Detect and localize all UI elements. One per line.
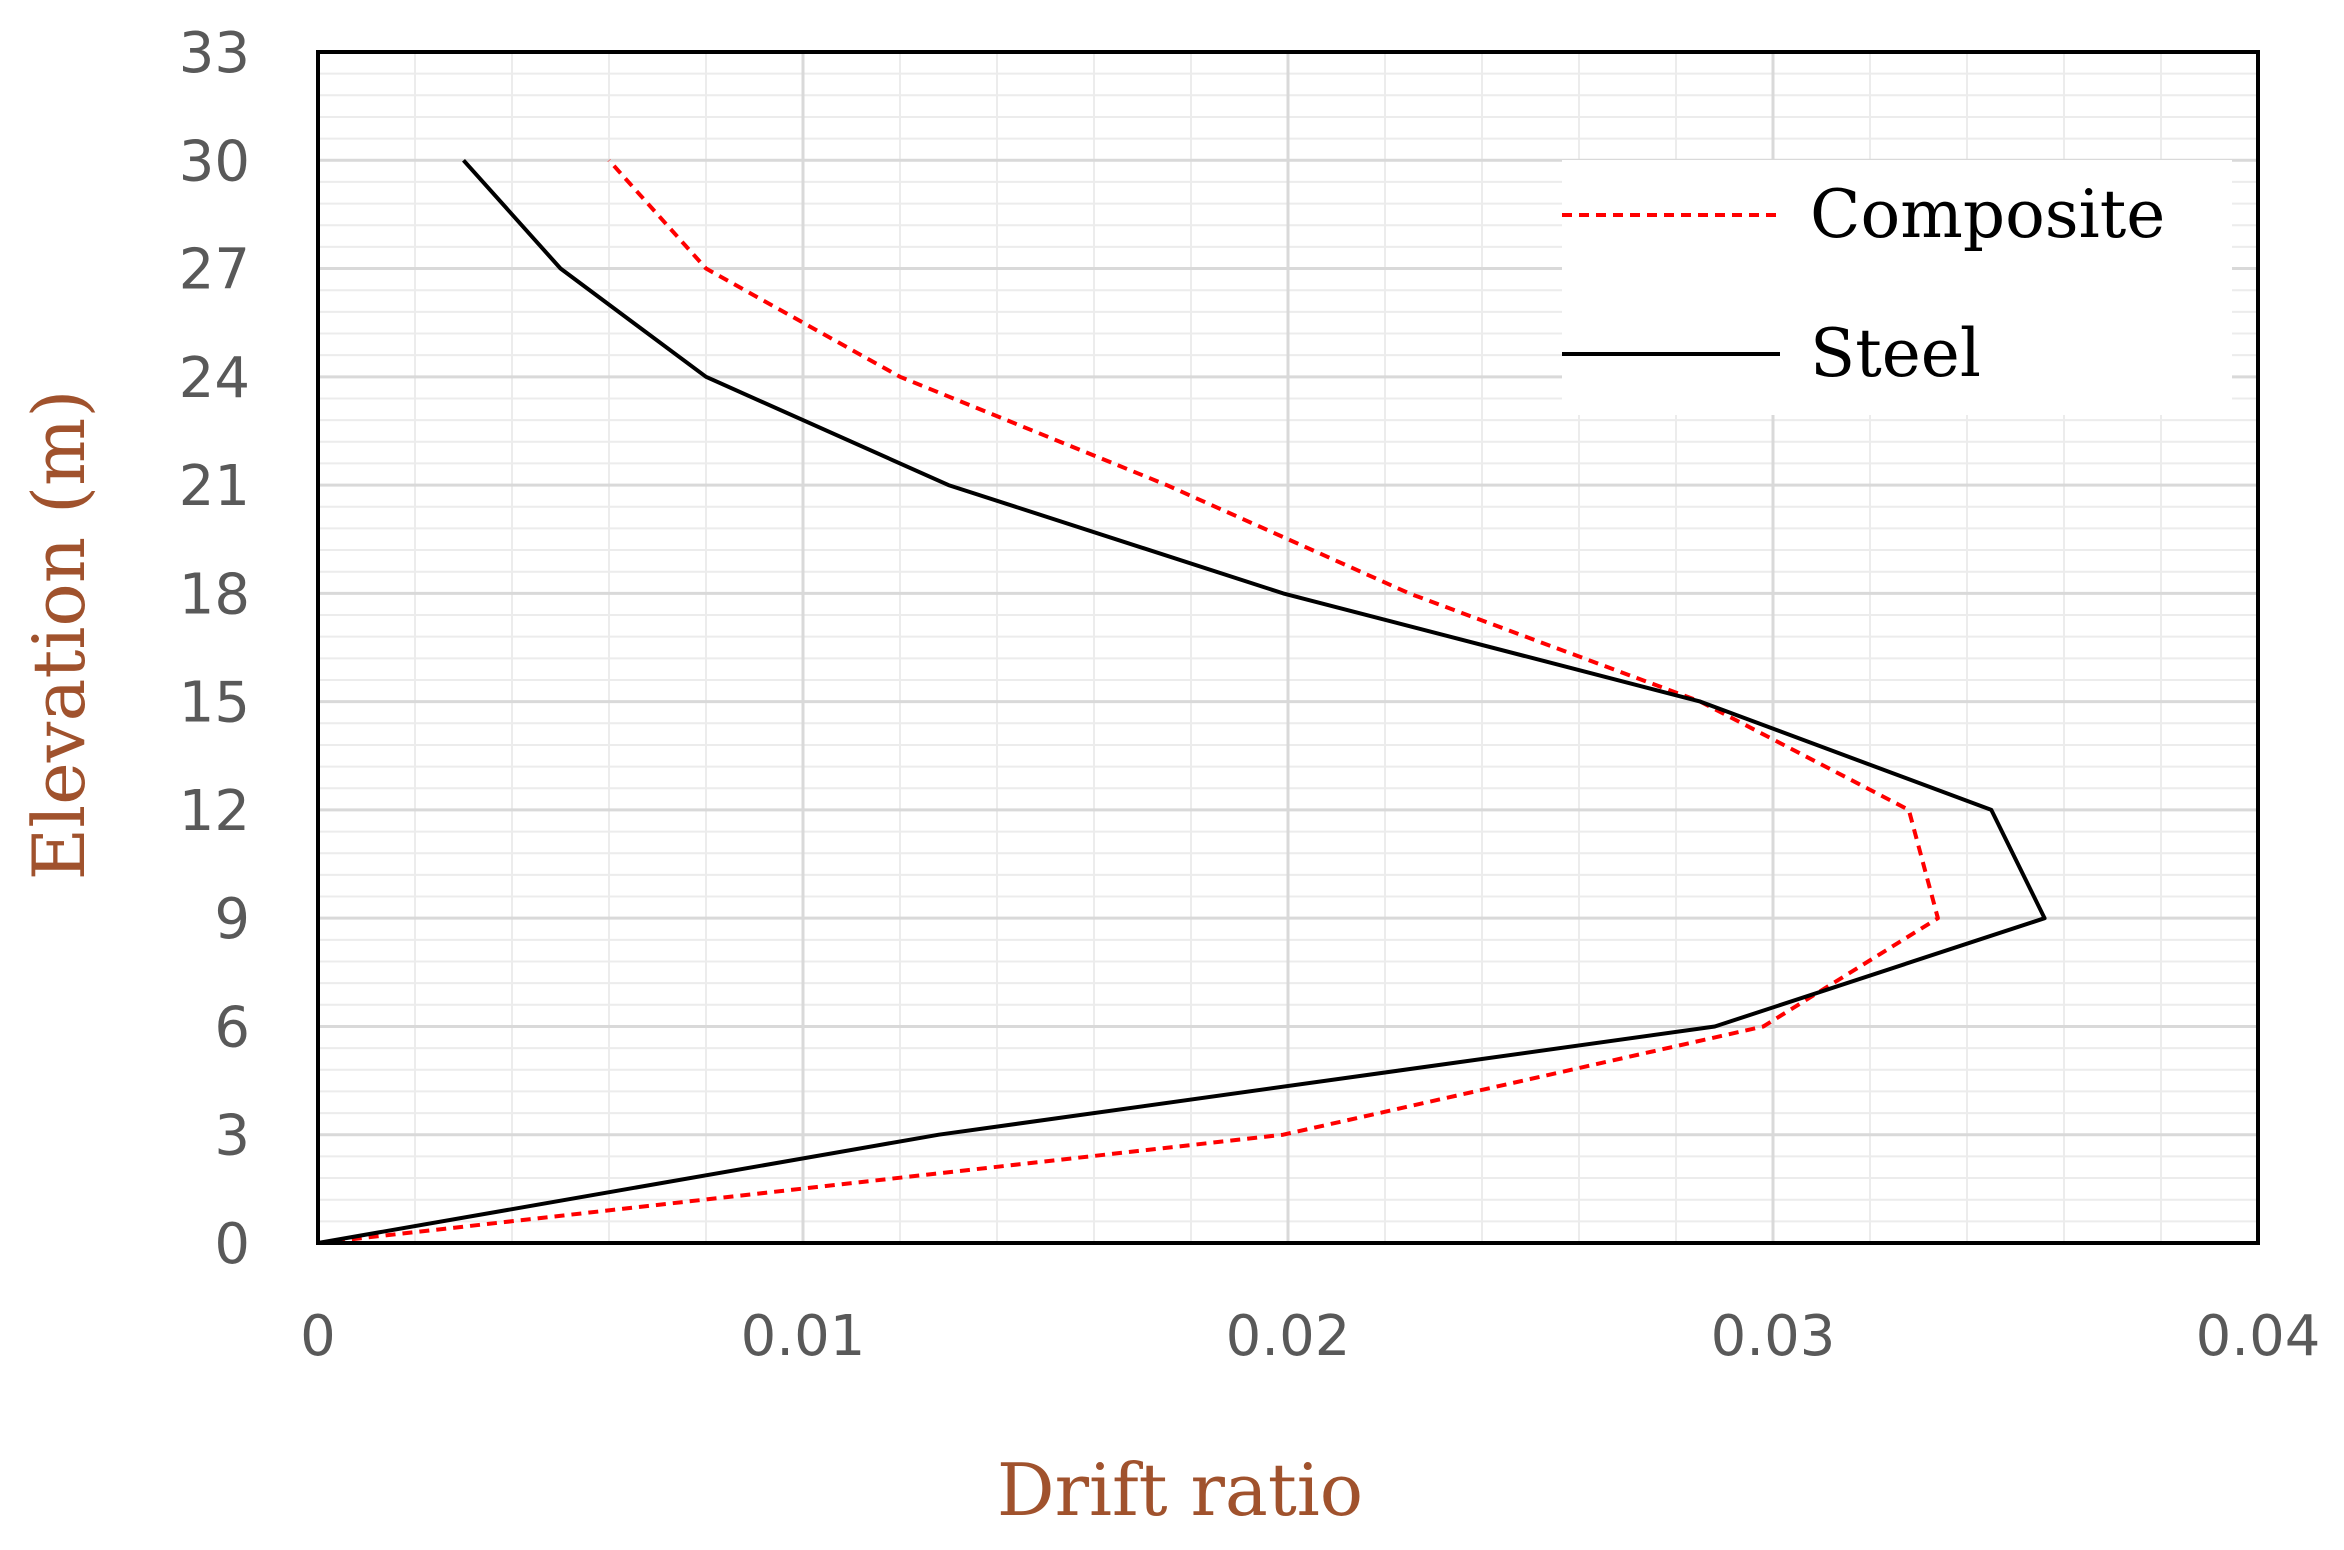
y-tick-label: 30 (179, 129, 250, 194)
x-tick-label: 0 (300, 1304, 336, 1369)
y-axis-tick-labels: 0 3 6 9 12 15 18 21 24 27 30 33 (179, 21, 250, 1277)
y-axis-title: Elevation (m) (17, 390, 101, 881)
y-tick-label: 18 (179, 562, 250, 627)
y-tick-label: 0 (214, 1212, 250, 1277)
legend-box (1562, 160, 2232, 415)
x-axis-tick-labels: 0 0.01 0.02 0.03 0.04 (300, 1304, 2320, 1369)
legend-label-composite: Composite (1810, 176, 2165, 253)
y-tick-label: 3 (214, 1104, 250, 1169)
y-tick-label: 6 (214, 995, 250, 1060)
y-tick-label: 24 (179, 346, 250, 411)
y-tick-label: 27 (179, 238, 250, 303)
x-tick-label: 0.02 (1226, 1304, 1351, 1369)
x-tick-label: 0.01 (741, 1304, 866, 1369)
legend: Composite Steel (1562, 160, 2232, 415)
y-tick-label: 33 (179, 21, 250, 86)
y-tick-label: 12 (179, 779, 250, 844)
legend-label-steel: Steel (1810, 315, 1981, 392)
x-tick-label: 0.03 (1711, 1304, 1836, 1369)
x-tick-label: 0.04 (2196, 1304, 2321, 1369)
x-axis-title: Drift ratio (997, 1448, 1363, 1532)
y-tick-label: 21 (179, 454, 250, 519)
y-tick-label: 9 (214, 887, 250, 952)
y-tick-label: 15 (179, 671, 250, 736)
series-layer (317, 158, 2047, 1245)
series-line-steel (317, 158, 2047, 1245)
plot-area-border (316, 50, 2260, 1245)
